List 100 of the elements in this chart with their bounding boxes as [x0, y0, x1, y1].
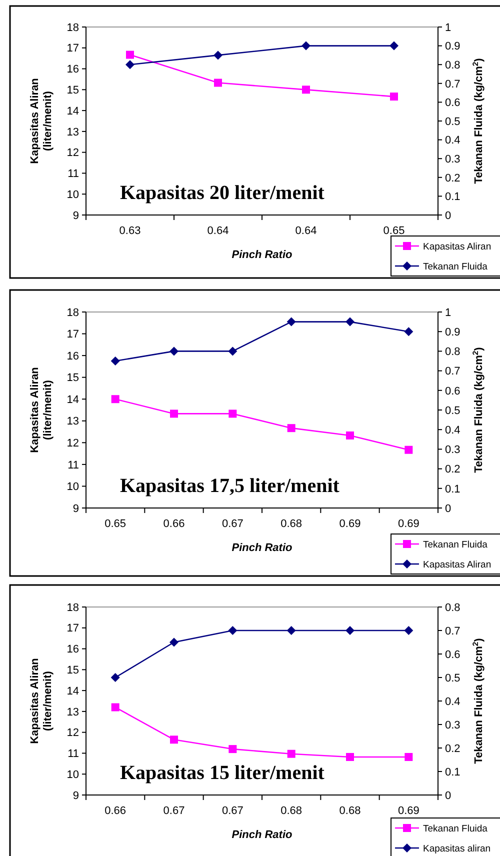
y-tick-label: 15 — [66, 84, 79, 97]
y2-tick-label: 0 — [445, 502, 452, 515]
point — [228, 626, 238, 635]
y-tick-label: 18 — [66, 306, 79, 319]
y-tick-label: 13 — [66, 416, 79, 428]
y2-tick-label: 0.3 — [445, 153, 460, 166]
point — [228, 346, 238, 356]
y-tick-label: 9 — [72, 790, 79, 802]
point — [346, 626, 354, 635]
y2-tick-label: 0.6 — [445, 97, 460, 110]
point — [346, 317, 354, 326]
legend-label: Tekanan Fluida — [423, 823, 488, 834]
x-tick-label: 0.63 — [119, 225, 141, 237]
y2-tick-label: 0.2 — [445, 172, 460, 184]
y2-tick-label: 0.4 — [445, 424, 460, 436]
x-tick-label: 0.65 — [104, 518, 126, 530]
annotation: Kapasitas 17,5 liter/menit — [120, 475, 340, 497]
point — [170, 638, 178, 647]
point — [404, 446, 413, 454]
point — [170, 736, 178, 744]
x-tick-label: 0.68 — [280, 518, 302, 530]
point — [404, 752, 413, 761]
y2-tick-label: 0.7 — [445, 366, 460, 378]
legend-label: Tekanan Fluida — [423, 261, 488, 272]
point — [214, 50, 222, 60]
point — [404, 626, 414, 635]
y2-tick-label: 0.5 — [445, 116, 460, 128]
y2-tick-label: 0.9 — [445, 326, 460, 338]
x-axis-title: Pinch Ratio — [232, 249, 293, 261]
point — [111, 703, 120, 712]
point — [302, 86, 310, 94]
x-tick-label: 0.67 — [222, 805, 244, 817]
point — [110, 673, 120, 682]
y2-tick-label: 0.4 — [445, 134, 460, 147]
y-tick-label: 17 — [66, 42, 79, 55]
legend-label: Tekanan Fluida — [423, 539, 488, 550]
y2-tick-label: 0.5 — [445, 404, 460, 417]
y-tick-label: 17 — [66, 622, 79, 635]
y2-tick-label: 0.4 — [445, 696, 460, 708]
y-tick-label: 10 — [66, 481, 79, 494]
y-tick-label: 10 — [66, 188, 79, 201]
y2-tick-label: 0.5 — [445, 672, 460, 684]
y2-tick-label: 0.2 — [445, 742, 460, 755]
point — [287, 750, 296, 758]
point — [346, 431, 354, 440]
y-tick-label: 16 — [66, 644, 79, 656]
point — [346, 752, 354, 761]
x-tick-label: 0.68 — [280, 805, 302, 817]
x-tick-label: 0.64 — [295, 225, 317, 237]
point — [214, 78, 222, 87]
point — [228, 745, 237, 754]
y-tick-label: 18 — [66, 22, 79, 34]
y-tick-label: 9 — [72, 210, 79, 222]
point — [286, 317, 296, 326]
point — [110, 356, 120, 366]
y-tick-label: 14 — [66, 685, 79, 698]
y-tick-label: 11 — [68, 748, 79, 760]
y-tick-label: 14 — [66, 105, 79, 118]
y-axis-title: Kapasitas Aliran (liter/menit) — [29, 78, 54, 164]
y2-tick-label: 0.9 — [445, 40, 460, 53]
y2-tick-label: 0.7 — [445, 78, 460, 90]
y-tick-label: 17 — [66, 328, 79, 341]
x-tick-label: 0.66 — [163, 518, 185, 530]
x-tick-label: 0.67 — [222, 518, 244, 530]
point — [111, 395, 120, 404]
y-tick-label: 12 — [66, 438, 79, 450]
point — [286, 626, 296, 635]
point — [228, 410, 237, 418]
y-tick-label: 14 — [66, 394, 79, 406]
y-tick-label: 18 — [66, 602, 79, 614]
point — [390, 92, 398, 101]
point — [126, 60, 134, 70]
x-tick-label: 0.64 — [207, 225, 229, 237]
y-tick-label: 15 — [66, 372, 79, 384]
x-axis-title: Pinch Ratio — [232, 542, 293, 554]
y-tick-label: 13 — [66, 126, 79, 138]
y2-tick-label: 0.1 — [445, 191, 460, 204]
y2-tick-label: 0.8 — [445, 602, 460, 614]
y2-tick-label: 0 — [445, 210, 452, 222]
y2-tick-label: 0.3 — [445, 444, 460, 456]
y2-tick-label: 0.8 — [445, 346, 460, 358]
y-tick-label: 9 — [72, 502, 79, 515]
x-tick-label: 0.69 — [398, 518, 420, 530]
y2-tick-label: 0.8 — [445, 59, 460, 72]
x-tick-label: 0.66 — [104, 805, 126, 817]
y2-tick-label: 1 — [445, 306, 452, 319]
point — [404, 327, 414, 336]
x-tick-label: 0.69 — [339, 518, 361, 530]
y-tick-label: 10 — [66, 768, 79, 781]
point — [390, 41, 398, 50]
annotation: Kapasitas 20 liter/menit — [120, 182, 325, 204]
x-axis-title: Pinch Ratio — [232, 829, 293, 841]
annotation: Kapasitas 15 liter/menit — [120, 762, 325, 784]
x-tick-label: 0.69 — [398, 805, 420, 817]
y-tick-label: 11 — [68, 459, 79, 472]
legend-label: Kapasitas aliran — [423, 843, 491, 854]
point — [170, 410, 178, 418]
y-tick-label: 12 — [66, 147, 79, 160]
x-tick-label: 0.68 — [339, 805, 361, 817]
y2-tick-label: 0.1 — [445, 766, 460, 778]
